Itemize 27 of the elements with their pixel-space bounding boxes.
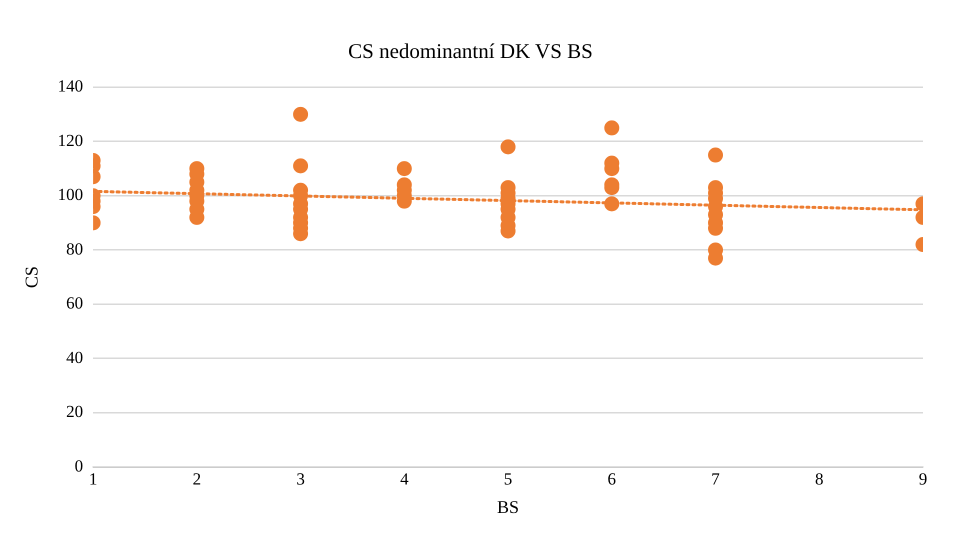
x-tick-label: 8 (815, 470, 824, 489)
y-tick-label: 20 (66, 402, 84, 422)
point (396, 161, 412, 176)
y-tick-label: 140 (58, 76, 84, 96)
x-tick-label: 1 (88, 470, 98, 489)
y-tick-label: 120 (58, 130, 84, 150)
y-tick-label: 60 (66, 294, 84, 313)
x-tick-label: 3 (296, 470, 305, 489)
x-tick-label: 5 (504, 470, 512, 489)
y-axis-title: CS (22, 266, 42, 288)
x-tick-label: 7 (711, 470, 720, 489)
x-axis-title: BS (497, 496, 520, 517)
y-tick-label: 0 (74, 456, 84, 476)
point (708, 148, 724, 163)
point (500, 139, 516, 154)
point (293, 158, 308, 174)
y-tick-label: 80 (66, 239, 84, 258)
x-tick-label: 4 (400, 470, 410, 489)
y-tick-label: 40 (66, 348, 84, 367)
x-tick-label: 2 (192, 470, 202, 489)
chart-title: CS nedominantní DK VS BS (348, 39, 593, 64)
point (604, 120, 620, 136)
y-tick-label: 100 (58, 185, 84, 204)
x-tick-label: 6 (608, 470, 616, 489)
point (293, 106, 308, 122)
x-tick-label: 9 (918, 470, 928, 489)
point (604, 196, 620, 212)
